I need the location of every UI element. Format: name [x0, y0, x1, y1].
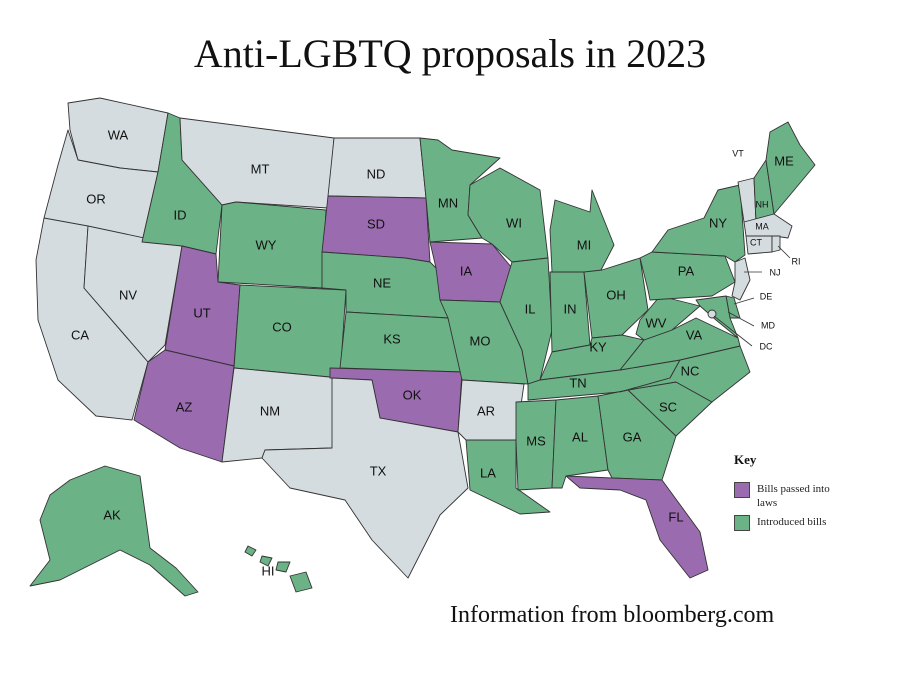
label-wi: WI	[506, 215, 522, 230]
label-co: CO	[272, 319, 292, 334]
label-wa: WA	[108, 127, 129, 142]
label-nv: NV	[119, 287, 137, 302]
state-ri	[771, 235, 781, 253]
label-md: MD	[761, 320, 775, 330]
callout-ri	[777, 245, 791, 259]
label-ga: GA	[623, 429, 642, 444]
label-ny: NY	[709, 215, 727, 230]
state-hi-2	[259, 555, 273, 567]
label-va: VA	[686, 327, 703, 342]
label-sc: SC	[659, 399, 677, 414]
label-pa: PA	[678, 263, 695, 278]
label-nh: NH	[756, 199, 769, 209]
state-nc	[619, 345, 751, 403]
key-title: Key	[734, 452, 757, 467]
label-ut: UT	[193, 305, 210, 320]
swatch-passed	[734, 482, 750, 498]
label-ne: NE	[373, 275, 391, 290]
state-ms	[515, 399, 557, 491]
label-ia: IA	[460, 263, 473, 278]
label-me: ME	[774, 153, 794, 168]
state-md	[695, 295, 739, 339]
state-me	[765, 121, 816, 215]
state-wy	[217, 201, 327, 289]
state-va	[619, 317, 741, 371]
label-in: IN	[564, 301, 577, 316]
label-ar: AR	[477, 403, 495, 418]
label-il: IL	[525, 301, 536, 316]
state-tx	[261, 377, 469, 579]
label-nm: NM	[260, 403, 280, 418]
label-vt: VT	[732, 148, 744, 158]
label-fl: FL	[668, 509, 683, 524]
state-ks	[339, 311, 463, 373]
state-ny	[651, 184, 746, 263]
label-ma: MA	[755, 221, 769, 231]
label-ky: KY	[589, 339, 607, 354]
label-de: DE	[760, 291, 773, 301]
label-wv: WV	[646, 315, 667, 330]
label-nd: ND	[367, 166, 386, 181]
state-hi	[244, 545, 257, 557]
label-id: ID	[174, 207, 187, 222]
label-ri: RI	[792, 256, 801, 266]
key-label-introduced: Introduced bills	[757, 516, 827, 528]
key-label-passed: Bills passed into laws	[757, 483, 830, 509]
label-al: AL	[572, 429, 588, 444]
key-item-introduced: Introduced bills	[734, 515, 847, 531]
label-az: AZ	[176, 399, 193, 414]
callout-md	[727, 311, 755, 327]
state-fl	[565, 475, 709, 579]
label-mt: MT	[251, 161, 270, 176]
label-ks: KS	[383, 331, 401, 346]
label-tx: TX	[370, 463, 387, 478]
label-ak: AK	[103, 507, 121, 522]
label-ca: CA	[71, 327, 89, 342]
state-hi-4	[289, 571, 313, 593]
label-tn: TN	[569, 375, 586, 390]
label-wy: WY	[256, 237, 277, 252]
map-title: Anti-LGBTQ proposals in 2023	[193, 31, 707, 76]
label-nc: NC	[681, 363, 700, 378]
state-nj	[731, 257, 751, 301]
key-item-passed: Bills passed into laws	[734, 482, 847, 510]
label-ok: OK	[403, 387, 422, 402]
source-credit: Information from bloomberg.com	[450, 602, 775, 628]
label-mn: MN	[438, 195, 458, 210]
label-oh: OH	[606, 287, 626, 302]
callout-dc	[713, 315, 753, 347]
label-la: LA	[480, 465, 496, 480]
label-hi: HI	[262, 563, 275, 578]
label-mo: MO	[470, 333, 491, 348]
label-ct: CT	[750, 237, 762, 247]
label-ms: MS	[526, 433, 546, 448]
state-ak	[29, 465, 199, 597]
label-nj: NJ	[770, 267, 781, 277]
state-mi	[549, 189, 615, 273]
label-dc: DC	[760, 341, 773, 351]
label-sd: SD	[367, 216, 385, 231]
callout-de	[733, 297, 755, 305]
label-mi: MI	[577, 237, 591, 252]
label-or: OR	[86, 191, 106, 206]
state-hi-3	[275, 561, 291, 573]
swatch-introduced	[734, 515, 750, 531]
